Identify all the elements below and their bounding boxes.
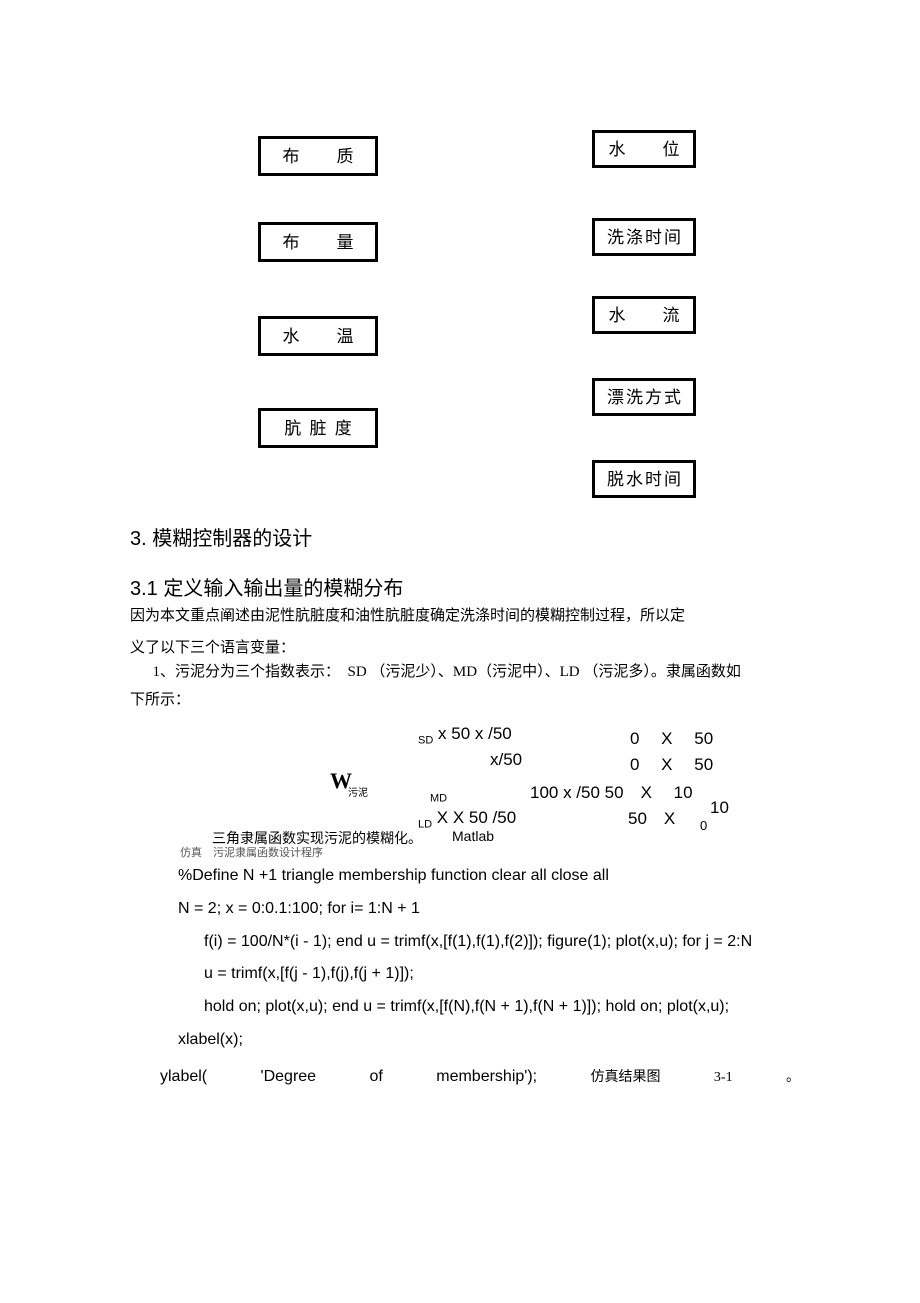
para-3a: 1、污泥分为三个指数表示： SD （污泥少）、MD（污泥中）、LD （污泥多）。…	[130, 660, 790, 686]
f-l4-right: 50 X	[628, 804, 675, 829]
box-dirtiness: 肮 脏 度	[258, 408, 378, 448]
code-block: %Define N +1 triangle membership functio…	[150, 860, 810, 1057]
code-l6: xlabel(x);	[150, 1024, 810, 1057]
code-l5: hold on; plot(x,u); end u = trimf(x,[f(N…	[150, 991, 810, 1024]
ll-b: 'Degree	[261, 1068, 317, 1086]
box-water-level: 水 位	[592, 130, 696, 168]
code-l4: u = trimf(x,[f(j - 1),f(j),f(j + 1)]);	[150, 958, 810, 991]
box-fabric-amount: 布 量	[258, 222, 378, 262]
formula-l1: SD x 50 x /50	[418, 724, 512, 746]
box-fabric-quality: 布 质	[258, 136, 378, 176]
ll-f: 3-1	[714, 1070, 733, 1086]
box-spin-time: 脱水时间	[592, 460, 696, 498]
box-rinse-mode: 漂洗方式	[592, 378, 696, 416]
code-l3: f(i) = 100/N*(i - 1); end u = trimf(x,[f…	[150, 926, 810, 959]
f-l1-right: 0 X 50	[630, 724, 713, 749]
f-l4-zero: 0	[700, 818, 707, 833]
code-l2: N = 2; x = 0:0.1:100; for i= 1:N + 1	[150, 893, 810, 926]
para-2: 义了以下三个语言变量：	[130, 636, 790, 662]
f-wuni: 污泥	[348, 784, 368, 799]
heading-3-1: 3.1 定义输入输出量的模糊分布	[130, 572, 403, 601]
box-water-temp: 水 温	[258, 316, 378, 356]
f-l2-right: 0 X 50	[630, 750, 713, 775]
ll-g: 。	[786, 1066, 800, 1086]
ll-a: ylabel(	[160, 1068, 207, 1086]
para-1: 因为本文重点阐述由泥性肮脏度和油性肮脏度确定洗涤时间的模糊控制过程，所以定	[130, 604, 790, 630]
ll-c: of	[369, 1068, 382, 1086]
sub-sd: SD	[418, 734, 433, 746]
f-md: MD	[430, 782, 447, 804]
para-3b: 下所示：	[130, 688, 790, 714]
caption-b: Matlab	[452, 828, 494, 844]
f-l3-mid: 100 x /50 50 X 10	[530, 778, 693, 803]
code-l1: %Define N +1 triangle membership functio…	[150, 860, 810, 893]
f-l2-left: x/50	[490, 750, 522, 770]
caption-c: 仿真 污泥隶属函数设计程序	[180, 844, 323, 860]
last-line: ylabel( 'Degree of membership'); 仿真结果图 3…	[160, 1066, 800, 1086]
box-wash-time: 洗涤时间	[592, 218, 696, 256]
f-l4-left: X X 50 /50	[437, 808, 516, 827]
page: 布 质 布 量 水 温 肮 脏 度 水 位 洗涤时间 水 流 漂洗方式 脱水时间…	[0, 0, 920, 1303]
ll-d: membership');	[436, 1068, 537, 1086]
ll-e: 仿真结果图	[591, 1066, 661, 1086]
heading-3: 3. 模糊控制器的设计	[130, 522, 312, 551]
box-water-flow: 水 流	[592, 296, 696, 334]
f-l4-ten: 10	[710, 798, 729, 818]
f-l1-left: x 50 x /50	[438, 724, 512, 743]
